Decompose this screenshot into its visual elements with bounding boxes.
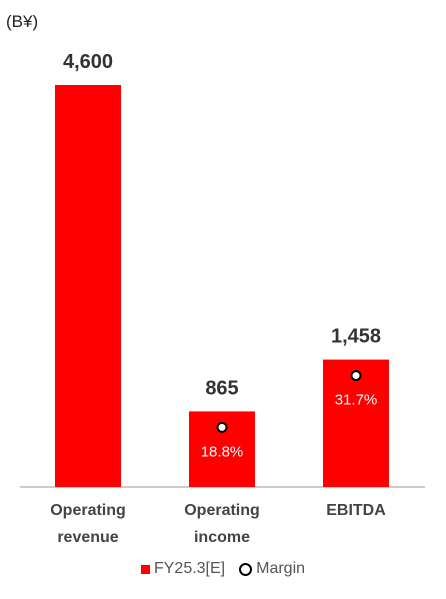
legend-series-label: FY25.3[E]	[153, 560, 226, 577]
margin-label-1: 18.8%	[201, 443, 244, 460]
legend-margin-marker	[239, 562, 253, 576]
legend-series-swatch	[140, 564, 150, 574]
bar-chart: 4,600 Operating revenue 865 18.8% Operating in…	[20, 51, 425, 546]
legend-item-margin: Margin	[239, 560, 305, 578]
category-label-2-0: EBITDA	[326, 502, 386, 519]
category-label-1-1: income	[194, 529, 250, 546]
bar-0	[55, 85, 121, 487]
legend-margin-label: Margin	[256, 560, 306, 577]
margin-label-2: 31.7%	[335, 392, 378, 409]
margin-marker-2	[350, 370, 362, 382]
category-label-0-1: revenue	[57, 529, 118, 546]
value-label-0: 4,600	[63, 51, 113, 73]
legend: FY25.3[E] Margin	[0, 560, 446, 578]
legend-item-series: FY25.3[E]	[140, 560, 226, 578]
value-label-1: 865	[205, 377, 238, 399]
category-label-1-0: Operating	[184, 502, 260, 519]
margin-marker-1	[216, 421, 228, 433]
category-label-0-0: Operating	[50, 502, 126, 519]
value-label-2: 1,458	[331, 326, 381, 348]
unit-label: (B¥)	[6, 12, 39, 31]
